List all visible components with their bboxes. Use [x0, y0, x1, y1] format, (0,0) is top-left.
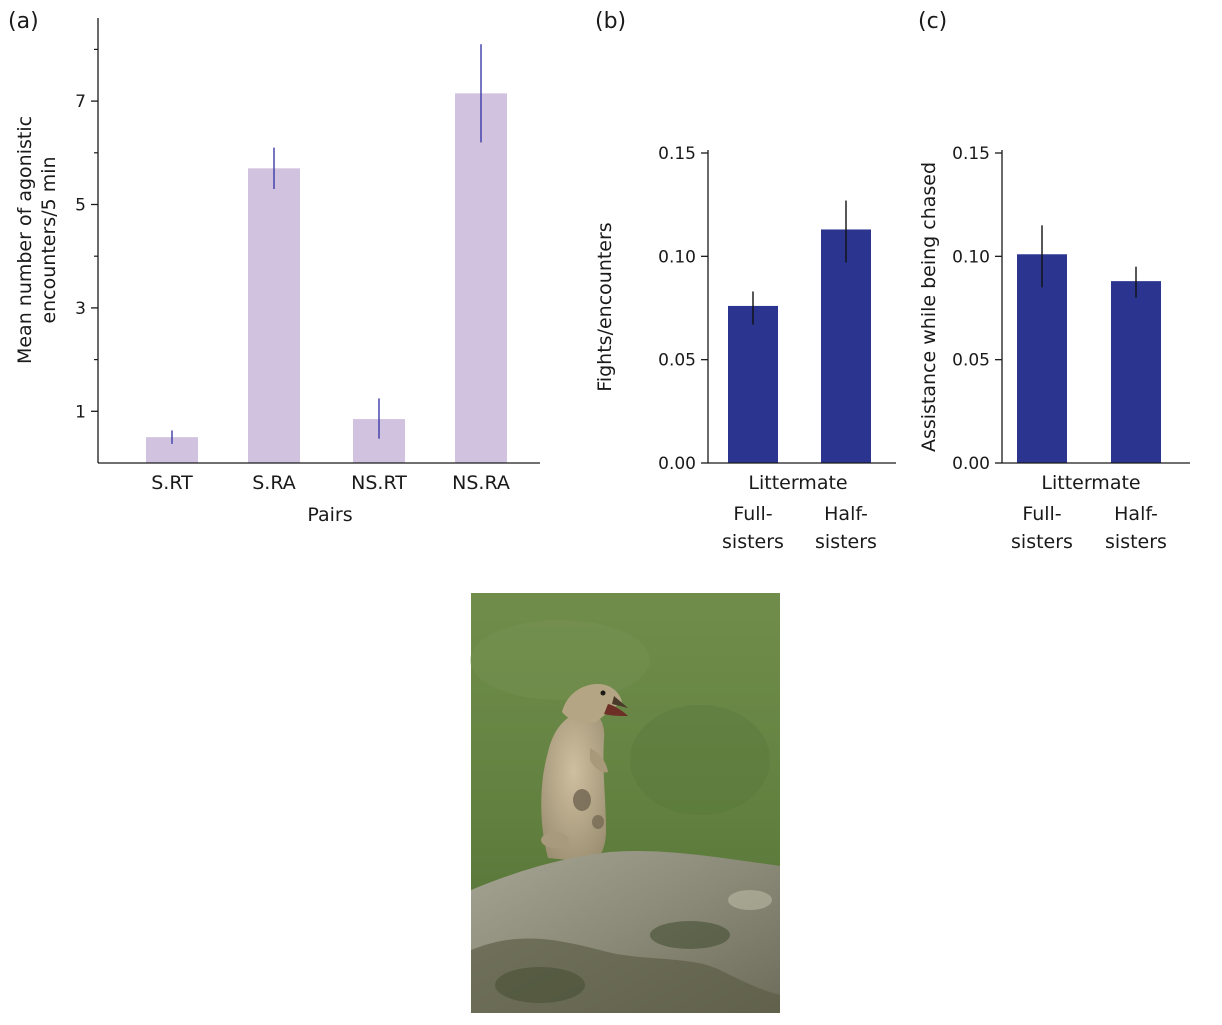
- panel-b-category-label: sisters: [815, 531, 877, 553]
- panel-a-category-label: NS.RT: [351, 472, 407, 494]
- panel-a-x-axis: S.RT S.RA NS.RT NS.RA: [151, 472, 510, 494]
- panel-a-y-title-line1: Mean number of agonistic: [14, 116, 36, 364]
- panel-c-bars: [1017, 225, 1161, 463]
- panel-a-category-label: S.RT: [151, 472, 193, 494]
- panel-b-y-tick-label: 0.05: [658, 351, 696, 371]
- panel-c-y-title: Assistance while being chased: [918, 162, 940, 452]
- panel-a-label: (a): [8, 9, 39, 34]
- panel-a-bar: [455, 93, 507, 463]
- panel-a-y-tick-label: 3: [75, 299, 86, 319]
- panel-b-y-title: Fights/encounters: [594, 222, 616, 391]
- panel-a-y-tick-label: 5: [75, 196, 86, 216]
- rock-moss-patch: [650, 921, 730, 949]
- panel-c-label: (c): [918, 9, 947, 34]
- panel-c-category-label: Half-: [1114, 503, 1158, 525]
- panel-b-label: (b): [595, 9, 626, 34]
- rock-moss-patch-2: [495, 967, 585, 1003]
- panel-c: (c) 0.00 0.05 0.10 0.15 Full-sisters Half-si…: [918, 9, 1190, 553]
- panel-c-bar: [1017, 254, 1067, 463]
- panel-c-category-label: sisters: [1105, 531, 1167, 553]
- rock-highlight: [728, 890, 772, 910]
- panel-b-bar: [728, 305, 778, 463]
- panel-b-y-tick-label: 0.10: [658, 247, 696, 267]
- panel-a-category-label: S.RA: [252, 472, 296, 494]
- squirrel-icon: [541, 684, 628, 862]
- panel-b-category-label: Half-: [824, 503, 868, 525]
- photo-blur-shadow: [630, 705, 770, 815]
- panel-a-bar: [248, 168, 300, 463]
- panel-c-category-label: Full-: [1022, 503, 1061, 525]
- panel-b: (b) 0.00 0.05 0.10 0.15 Full-sisters Half-si…: [594, 9, 896, 553]
- panel-a-y-title-line2: encounters/5 min: [38, 156, 60, 323]
- panel-a: (a) 1 3 5 7 S.RT S.RA NS.RT NS.RA Pairs Mean n…: [8, 9, 540, 526]
- photo-blur-highlight: [470, 620, 650, 700]
- panel-b-y-tick-label: 0.15: [658, 144, 696, 164]
- panel-b-x-axis: Full-sisters Half-sisters: [722, 503, 877, 553]
- panel-a-bars: [146, 44, 507, 463]
- panel-c-y-tick-label: 0.05: [952, 351, 990, 371]
- panel-c-x-axis: Full-sisters Half-sisters: [1011, 503, 1167, 553]
- panel-c-y-axis: 0.00 0.05 0.10 0.15: [952, 144, 1002, 474]
- panel-a-y-tick-label: 1: [75, 402, 86, 422]
- panel-c-y-tick-label: 0.10: [952, 247, 990, 267]
- panel-a-y-tick-label: 7: [75, 92, 86, 112]
- panel-c-y-tick-label: 0.00: [952, 454, 990, 474]
- panel-b-bars: [728, 200, 871, 463]
- panel-a-x-title: Pairs: [307, 504, 352, 526]
- panel-c-category-label: sisters: [1011, 531, 1073, 553]
- panel-b-y-axis: 0.00 0.05 0.10 0.15: [658, 144, 708, 474]
- panel-b-category-label: sisters: [722, 531, 784, 553]
- panel-b-category-label: Full-: [733, 503, 772, 525]
- panel-b-y-tick-label: 0.00: [658, 454, 696, 474]
- panel-c-group-label: Littermate: [1041, 472, 1140, 494]
- panel-c-bar: [1111, 281, 1161, 463]
- panel-a-y-axis: 1 3 5 7: [75, 48, 98, 422]
- panel-b-bar: [821, 229, 871, 463]
- squirrel-photo: [470, 593, 780, 1013]
- panel-b-group-label: Littermate: [748, 472, 847, 494]
- panel-a-category-label: NS.RA: [452, 472, 510, 494]
- panel-c-y-tick-label: 0.15: [952, 144, 990, 164]
